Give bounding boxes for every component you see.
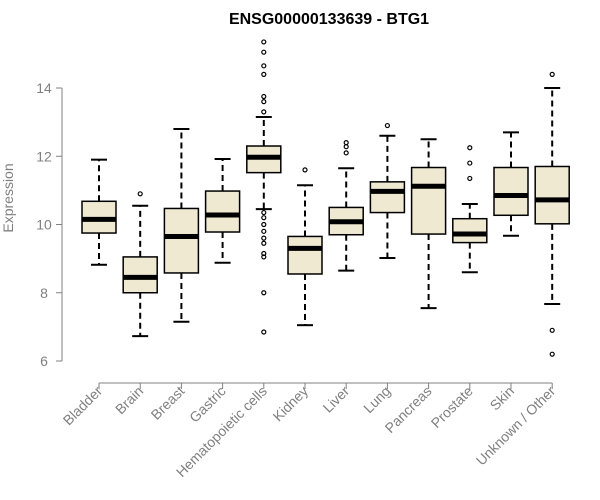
iqr-box [452, 217, 488, 244]
y-tick-label: 8 [40, 285, 48, 301]
outlier-point [467, 175, 473, 182]
outlier-point [261, 329, 267, 335]
iqr-box [287, 235, 323, 275]
outlier-point [261, 240, 267, 246]
iqr-box [410, 166, 447, 235]
outlier-point [261, 290, 267, 296]
box-lung [369, 122, 406, 259]
x-tick-label: Brain [112, 383, 146, 417]
x-tick-label: Liver [320, 383, 353, 416]
outlier-point [343, 144, 349, 150]
box-hematopoietic-cells [246, 39, 282, 335]
outlier-point [467, 160, 473, 166]
x-tick-label: Skin [487, 383, 518, 414]
outlier-point [343, 150, 349, 156]
outlier-point [549, 71, 555, 77]
outlier-point [261, 254, 267, 260]
outlier-point [261, 99, 267, 105]
box-gastric [204, 157, 241, 264]
outlier-point [343, 140, 349, 146]
iqr-box [369, 181, 406, 214]
box-liver [328, 140, 364, 272]
outlier-point [467, 145, 473, 151]
outlier-point [261, 109, 267, 115]
iqr-box [163, 207, 200, 274]
box-skin [493, 131, 529, 237]
outlier-point [261, 228, 267, 234]
outlier-point [261, 63, 267, 69]
iqr-box [534, 165, 570, 225]
outlier-point [261, 39, 267, 45]
outlier-point [261, 235, 267, 241]
box-prostate [452, 145, 488, 274]
y-tick-label: 12 [36, 148, 52, 164]
x-tick-label: Prostate [428, 383, 476, 431]
y-tick-label: 10 [36, 217, 52, 233]
box-bladder [81, 158, 117, 266]
x-tick-label: Bladder [60, 383, 106, 429]
outlier-point [261, 49, 267, 55]
y-tick-label: 6 [40, 353, 48, 369]
iqr-box [493, 166, 529, 217]
chart-title: ENSG00000133639 - BTG1 [229, 11, 429, 28]
x-tick-label: Lung [360, 383, 393, 416]
outlier-point [384, 122, 390, 129]
box-breast [163, 127, 200, 323]
y-axis-label: Expression [0, 163, 16, 232]
outlier-point [261, 221, 267, 228]
outlier-point [261, 209, 267, 216]
box-unknown-other [534, 71, 570, 357]
outlier-point [549, 327, 555, 333]
y-tick-label: 14 [36, 80, 52, 96]
box-kidney [287, 167, 323, 327]
outlier-point [302, 167, 308, 173]
y-axis: 6 8 10 12 14 [36, 80, 63, 369]
outlier-point [549, 351, 555, 357]
outlier-point [261, 93, 267, 100]
iqr-box [122, 256, 158, 294]
plot-area [81, 39, 570, 357]
outlier-point [261, 71, 267, 77]
box-brain [122, 191, 158, 338]
box-pancreas [410, 138, 447, 310]
x-tick-label: Kidney [270, 383, 312, 425]
iqr-box [204, 190, 241, 233]
outlier-point [137, 191, 143, 197]
x-tick-label: Breast [148, 383, 188, 423]
outlier-point [261, 215, 267, 221]
